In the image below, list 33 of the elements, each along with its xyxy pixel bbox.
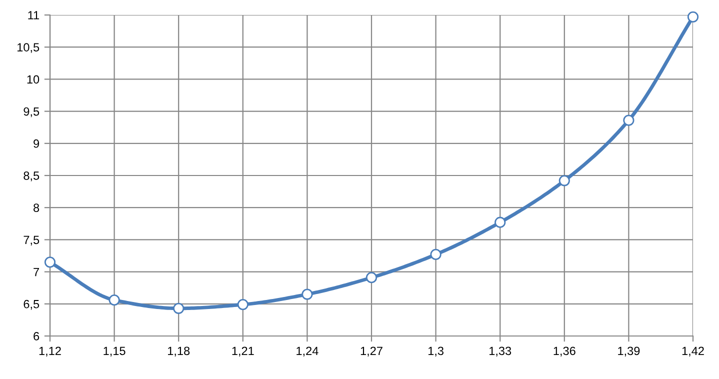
- y-tick-label: 11: [28, 11, 40, 20]
- y-tick-label: 10,5: [18, 43, 40, 53]
- point: [44, 256, 56, 268]
- point: [623, 114, 634, 126]
- x-tick-label: 1,33: [490, 346, 512, 356]
- y-tick-label: 8: [34, 204, 40, 212]
- y-tick-label: 7,5: [24, 236, 40, 246]
- y-tick-label: 8,5: [24, 172, 40, 182]
- y-tick-label: 9,5: [24, 107, 40, 118]
- point: [687, 11, 699, 22]
- point: [108, 294, 120, 306]
- y-tick-label: 6,5: [24, 300, 40, 310]
- point: [237, 298, 248, 310]
- point: [173, 302, 184, 314]
- x-tick-label: 1,36: [554, 346, 576, 356]
- x-tick-label: 1,27: [360, 346, 382, 356]
- x-tick-label: 1,15: [104, 346, 126, 356]
- point: [302, 288, 313, 300]
- point: [366, 272, 378, 284]
- x-tick-label: 1,24: [296, 346, 318, 356]
- x-tick-label: 1,21: [232, 346, 254, 356]
- x-tick-label: 1,3: [428, 346, 444, 356]
- y-tick-label: 7: [34, 268, 39, 276]
- x-tick-label: 1,42: [682, 346, 704, 356]
- point: [558, 175, 570, 186]
- x-tick-label: 1,18: [168, 346, 190, 356]
- x-tick-label: 1,39: [618, 346, 640, 356]
- y-tick-label: 6: [34, 332, 40, 340]
- y-tick-label: 10: [27, 75, 40, 84]
- x-tick-label: 1,12: [39, 346, 61, 356]
- y-tick-label: 9: [34, 139, 40, 148]
- point: [494, 216, 506, 228]
- point: [430, 248, 442, 260]
